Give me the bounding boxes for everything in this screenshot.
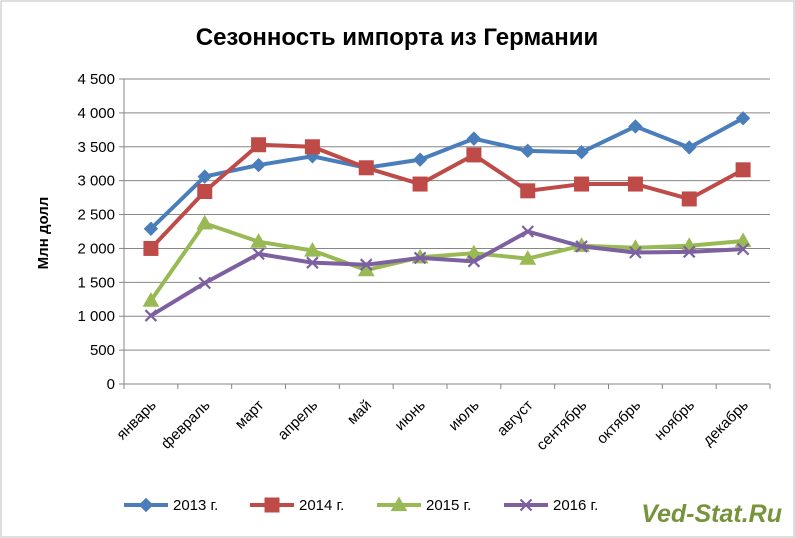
data-point — [574, 144, 589, 160]
data-point — [682, 245, 696, 259]
legend-marker — [390, 496, 408, 512]
legend-item: 2013 г. — [124, 497, 218, 514]
data-point — [413, 251, 427, 265]
data-point — [143, 221, 159, 236]
marker-stroke — [519, 498, 533, 512]
series-line — [148, 116, 746, 231]
marker-stroke — [467, 255, 481, 268]
marker-stroke — [359, 258, 373, 271]
series-1 — [143, 111, 751, 236]
legend-label: 2014 г. — [299, 497, 344, 514]
data-point — [197, 184, 213, 200]
legend-marker — [264, 497, 280, 513]
data-point — [734, 232, 752, 248]
marker-stroke — [252, 247, 265, 261]
data-point — [628, 119, 643, 134]
data-point — [358, 160, 374, 176]
legend-item: 2014 г. — [250, 497, 344, 514]
series-2 — [143, 137, 751, 256]
data-point — [252, 247, 265, 261]
y-tick-label: 4 000 — [77, 105, 115, 122]
y-tick-label: 1 000 — [77, 308, 115, 325]
marker-stroke — [413, 251, 427, 265]
marker-stroke — [682, 245, 696, 259]
chart-title: Сезонность импорта из Германии — [196, 24, 599, 51]
legend-label: 2016 г. — [553, 497, 598, 514]
data-point — [198, 276, 212, 290]
marker-stroke — [521, 225, 535, 238]
y-tick-label: 0 — [107, 376, 115, 393]
data-point — [519, 250, 537, 265]
series-4 — [144, 225, 750, 322]
data-point — [465, 244, 483, 260]
marker-stroke — [306, 256, 319, 269]
marker-stroke — [575, 240, 588, 253]
data-point — [681, 191, 697, 207]
legend: 2013 г. 2014 г. 2015 г. 2016 г. — [124, 496, 598, 514]
legend-marker — [519, 498, 533, 512]
data-point — [575, 240, 588, 253]
data-point — [251, 157, 266, 173]
marker-stroke — [144, 309, 158, 322]
data-point — [251, 137, 267, 153]
y-tick-label: 2 500 — [77, 207, 115, 224]
data-point — [629, 246, 642, 259]
y-tick-label: 2 000 — [77, 240, 115, 257]
data-point — [466, 131, 482, 146]
data-point — [304, 241, 321, 257]
marker-stroke — [629, 246, 642, 259]
y-axis-label: Млн долл — [35, 197, 52, 270]
series-line — [148, 221, 746, 303]
data-point — [143, 240, 159, 256]
data-point — [197, 169, 212, 184]
data-point — [736, 242, 750, 256]
data-point — [359, 258, 373, 271]
data-point — [627, 176, 643, 192]
data-point — [682, 140, 697, 155]
data-point — [304, 139, 320, 155]
data-point — [735, 111, 751, 126]
y-tick-label: 3 000 — [77, 173, 115, 190]
marker-stroke — [736, 242, 750, 256]
watermark: Ved-Stat.Ru — [641, 500, 782, 528]
legend-item: 2016 г. — [504, 497, 598, 514]
data-point — [306, 256, 319, 269]
data-point — [412, 176, 428, 192]
data-point — [196, 214, 214, 230]
legend-marker — [138, 497, 154, 513]
data-point — [735, 162, 751, 178]
data-point — [574, 176, 590, 192]
data-point — [144, 309, 158, 322]
legend-label: 2013 г. — [173, 497, 218, 514]
y-tick-label: 1 500 — [77, 274, 115, 291]
data-point — [520, 183, 536, 199]
y-tick-label: 3 500 — [77, 139, 115, 156]
data-point — [467, 255, 481, 268]
data-point — [250, 233, 267, 248]
marker-stroke — [198, 276, 212, 290]
series-layer — [142, 111, 752, 322]
gridlines — [124, 78, 770, 385]
data-point — [520, 143, 535, 159]
data-point — [466, 147, 482, 163]
data-point — [142, 292, 160, 307]
series-line — [148, 142, 746, 251]
legend-item: 2015 г. — [377, 496, 471, 514]
y-tick-label: 4 500 — [77, 71, 115, 88]
data-point — [521, 225, 535, 238]
y-tick-label: 500 — [90, 342, 115, 359]
data-point — [412, 152, 428, 167]
legend-label: 2015 г. — [426, 497, 471, 514]
series-line — [148, 229, 746, 318]
